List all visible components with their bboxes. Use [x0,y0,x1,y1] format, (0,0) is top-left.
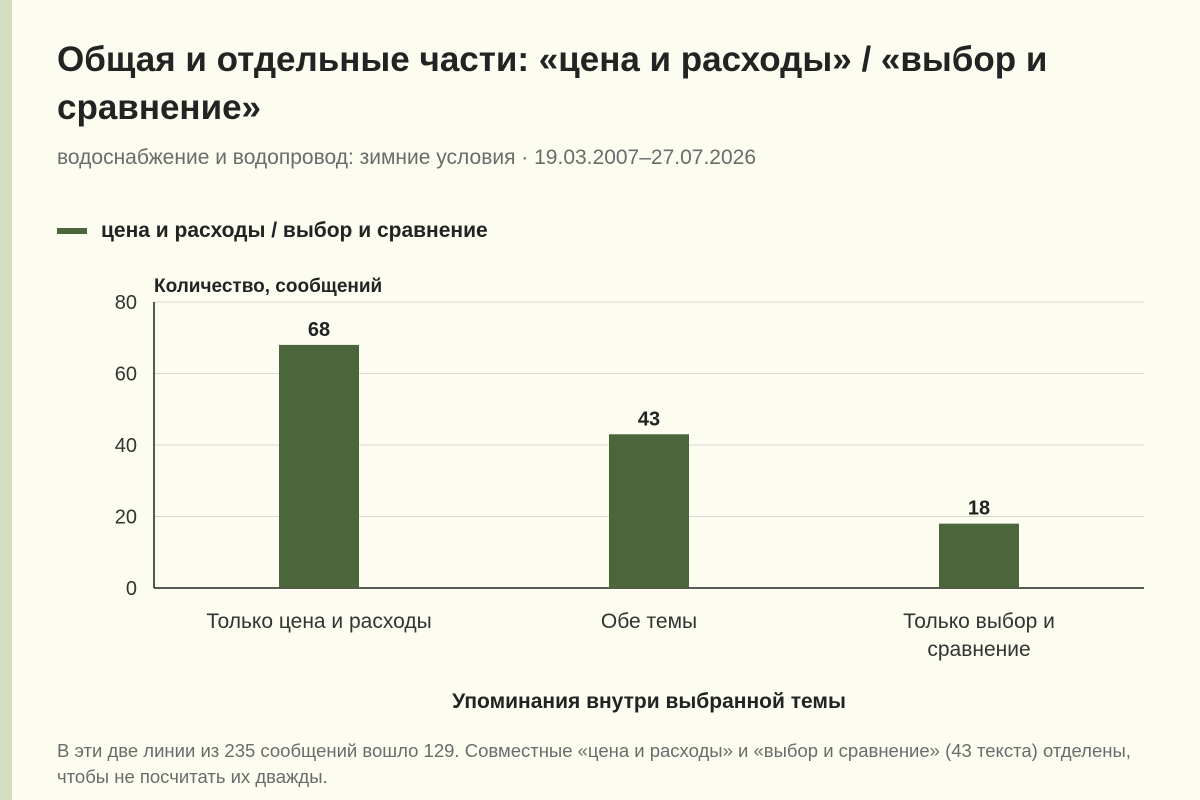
bar [279,344,359,588]
y-axis-label: Количество, сообщений [154,276,382,297]
legend-swatch [57,228,87,234]
bar [939,523,1019,588]
y-tick-label: 40 [115,435,137,457]
x-tick-label: Обе темы [601,610,697,633]
bar [609,434,689,588]
x-tick-label: Только цена и расходы [206,610,431,633]
x-tick-label: сравнение [927,638,1030,661]
data-label: 68 [308,319,330,341]
legend-label: цена и расходы / выбор и сравнение [101,219,488,242]
chart-subtitle: водоснабжение и водопровод: зимние услов… [57,146,757,169]
y-tick-label: 60 [115,364,137,386]
legend: цена и расходы / выбор и сравнение [57,219,488,243]
accent-bar [0,0,12,800]
chart-title: Общая и отдельные части: «цена и расходы… [57,40,1048,127]
data-label: 43 [638,408,660,430]
footnote: В эти две линии из 235 сообщений вошло 1… [57,740,1131,787]
x-axis-label: Упоминания внутри выбранной темы [452,690,846,713]
y-tick-label: 20 [115,507,137,529]
y-tick-label: 0 [126,578,137,600]
x-tick-label: Только выбор и [903,610,1055,633]
y-tick-label: 80 [115,292,137,314]
data-label: 18 [968,498,990,520]
